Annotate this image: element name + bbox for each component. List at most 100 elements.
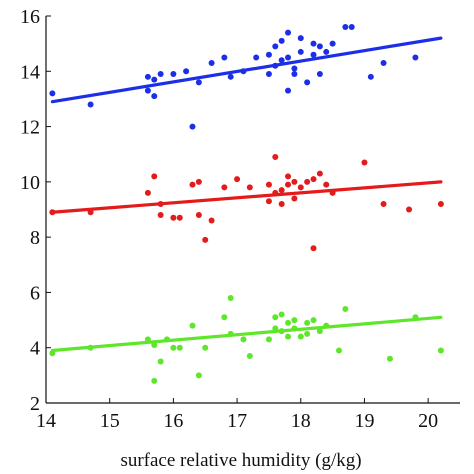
data-point	[323, 48, 330, 55]
data-point	[183, 68, 190, 75]
data-point	[380, 59, 387, 66]
data-point	[316, 328, 323, 335]
data-point	[202, 344, 209, 351]
data-point	[278, 37, 285, 44]
data-point	[176, 214, 183, 221]
data-point	[272, 43, 279, 50]
data-point	[323, 181, 330, 188]
data-point	[49, 90, 56, 97]
data-point	[144, 189, 151, 196]
data-point	[291, 65, 298, 72]
y-tick-label: 10	[20, 172, 40, 194]
data-point	[246, 184, 253, 191]
y-tick-label: 12	[20, 117, 40, 139]
data-point	[265, 336, 272, 343]
data-point	[285, 29, 292, 36]
y-tick-label: 16	[20, 6, 40, 28]
data-point	[234, 176, 241, 183]
data-point	[157, 212, 164, 219]
data-point	[291, 317, 298, 324]
data-point	[227, 294, 234, 301]
x-tick-label: 14	[36, 410, 56, 432]
data-point	[348, 24, 355, 31]
data-point	[227, 73, 234, 80]
data-point	[285, 181, 292, 188]
data-point	[144, 73, 151, 80]
data-point	[195, 372, 202, 379]
data-point	[310, 40, 317, 47]
data-point	[285, 54, 292, 61]
data-point	[278, 187, 285, 194]
data-point	[342, 24, 349, 31]
y-tick-label: 2	[30, 393, 40, 415]
data-point	[189, 322, 196, 329]
data-point	[291, 178, 298, 185]
data-point	[437, 200, 444, 207]
data-point	[157, 71, 164, 78]
data-point	[208, 59, 215, 66]
axes: 14 15 16 17 18 19 20 2 4 6 8 10 12 14 16	[20, 6, 460, 432]
data-point	[297, 48, 304, 55]
data-point	[278, 57, 285, 64]
data-point	[176, 344, 183, 351]
data-point	[316, 170, 323, 177]
data-point	[412, 54, 419, 61]
data-point	[195, 79, 202, 86]
data-point	[335, 347, 342, 354]
x-tick-label: 17	[227, 410, 247, 432]
data-point	[170, 344, 177, 351]
data-point	[272, 153, 279, 160]
data-point	[246, 353, 253, 360]
data-point	[406, 206, 413, 213]
data-point	[310, 51, 317, 58]
data-point	[240, 336, 247, 343]
data-point	[361, 159, 368, 166]
x-tick-label: 16	[163, 410, 183, 432]
data-point	[297, 184, 304, 191]
data-point	[265, 71, 272, 78]
data-point	[297, 35, 304, 42]
data-point	[297, 333, 304, 340]
data-point	[221, 184, 228, 191]
data-point	[304, 79, 311, 86]
data-point	[342, 306, 349, 313]
data-point	[253, 54, 260, 61]
data-point	[285, 87, 292, 94]
data-point	[202, 236, 209, 243]
data-point	[291, 71, 298, 78]
data-point	[285, 319, 292, 326]
data-point	[380, 200, 387, 207]
data-point	[157, 358, 164, 365]
data-point	[310, 245, 317, 252]
data-point	[189, 181, 196, 188]
data-point	[437, 347, 444, 354]
data-point	[221, 54, 228, 61]
trend-line	[50, 180, 443, 214]
data-point	[170, 214, 177, 221]
series-2	[49, 294, 444, 384]
data-point	[195, 212, 202, 219]
series-1	[49, 153, 444, 252]
trend-line	[50, 36, 443, 104]
data-point	[195, 178, 202, 185]
series-0	[49, 24, 443, 130]
data-point	[310, 317, 317, 324]
data-point	[278, 311, 285, 318]
data-point	[278, 200, 285, 207]
x-tick-label: 18	[291, 410, 311, 432]
data-point	[189, 123, 196, 130]
trend-line	[50, 315, 443, 353]
x-axis-label: surface relative humidity (g/kg)	[120, 450, 361, 471]
y-tick-label: 6	[30, 282, 40, 304]
data-point	[151, 93, 158, 100]
data-point	[208, 217, 215, 224]
data-point	[272, 314, 279, 321]
data-point	[386, 355, 393, 362]
data-point	[170, 71, 177, 78]
y-tick-label: 4	[30, 338, 40, 360]
data-point	[316, 71, 323, 78]
data-point	[265, 181, 272, 188]
y-tick-label: 8	[30, 227, 40, 249]
data-point	[291, 195, 298, 202]
x-tick-label: 20	[418, 410, 438, 432]
